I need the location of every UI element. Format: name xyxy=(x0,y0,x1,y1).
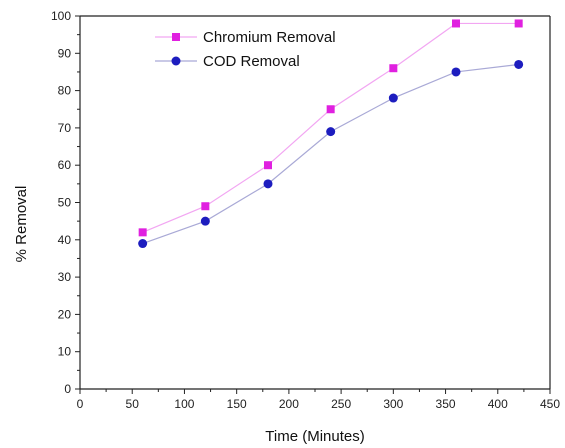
x-tick-label: 150 xyxy=(227,397,247,411)
chromium-removal-point xyxy=(264,161,272,170)
axes-layer: 0 50 100 150 200 250 300 350 400 450 0 10 20 30 40 50 60… xyxy=(51,9,560,411)
x-tick-label: 250 xyxy=(331,397,351,411)
chromium-removal-point xyxy=(138,228,147,237)
x-tick-label: 200 xyxy=(279,397,299,411)
cod-removal-point xyxy=(263,179,273,189)
chromium-removal-point xyxy=(389,64,398,73)
series-layer xyxy=(138,19,524,249)
legend: Chromium Removal COD Removal xyxy=(155,29,336,70)
cod-removal-point xyxy=(200,216,210,226)
chromium-removal-point xyxy=(514,19,523,28)
chromium-removal-point xyxy=(326,105,335,114)
legend-cod-removal-marker xyxy=(171,56,181,66)
legend-chromium-removal-label: Chromium Removal xyxy=(203,29,336,46)
x-tick-label: 0 xyxy=(77,397,84,411)
y-tick-label: 80 xyxy=(58,84,72,98)
y-tick-label: 20 xyxy=(58,307,72,321)
y-tick-label: 30 xyxy=(58,270,72,284)
x-tick-label: 50 xyxy=(126,397,140,411)
chromium-removal-point xyxy=(452,19,460,28)
x-tick-label: 300 xyxy=(383,397,403,411)
y-tick-label: 90 xyxy=(58,46,72,60)
cod-removal-line xyxy=(142,63,519,245)
y-tick-label: 60 xyxy=(58,158,72,172)
y-tick-label: 50 xyxy=(58,196,72,210)
x-tick-label: 400 xyxy=(488,397,508,411)
chromium-removal-point xyxy=(201,202,210,211)
cod-removal-point xyxy=(388,93,398,103)
cod-removal-point xyxy=(326,127,336,137)
y-tick-label: 70 xyxy=(58,121,72,135)
y-tick-label: 10 xyxy=(58,345,72,359)
cod-removal-point xyxy=(138,239,148,249)
y-tick-label: 100 xyxy=(51,9,71,23)
cod-removal-point xyxy=(514,59,524,69)
y-axis-title: % Removal xyxy=(13,186,30,263)
y-tick-label: 0 xyxy=(64,382,71,396)
x-axis-title: Time (Minutes) xyxy=(265,428,364,445)
x-tick-label: 100 xyxy=(174,397,194,411)
legend-cod-removal-label: COD Removal xyxy=(203,53,300,70)
x-tick-label: 350 xyxy=(436,397,456,411)
x-tick-label: 450 xyxy=(540,397,560,411)
y-tick-label: 40 xyxy=(58,233,72,247)
cod-removal-point xyxy=(451,67,461,77)
legend-chromium-removal-marker xyxy=(172,33,180,41)
